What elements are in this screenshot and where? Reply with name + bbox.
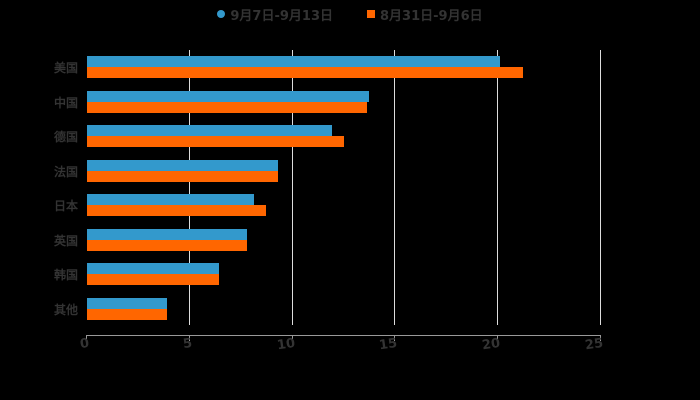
y-category-label: 韩国 [53, 268, 78, 282]
x-tick-label: 10 [275, 336, 296, 354]
chart-legend: 9月7日-9月13日 8月31日-9月6日 [0, 4, 700, 24]
x-axis-line [86, 335, 601, 336]
bar-previous-week[interactable] [87, 67, 523, 78]
x-tick-label: 25 [584, 336, 605, 354]
y-category-label: 其他 [53, 302, 78, 317]
gridline [291, 50, 293, 325]
gridline [188, 50, 190, 325]
bar-current-week[interactable] [87, 90, 369, 102]
x-tick-label: 0 [79, 336, 91, 353]
bar-current-week[interactable] [87, 56, 501, 67]
x-axis-tick [291, 335, 293, 341]
legend-circle-icon [217, 10, 226, 18]
bar-current-week[interactable] [87, 125, 332, 136]
legend-item-week-aug31-sep6[interactable]: 8月31日-9月6日 [367, 5, 483, 24]
x-tick-label: 5 [181, 336, 193, 353]
bar-previous-week[interactable] [87, 136, 344, 147]
bar-current-week[interactable] [87, 228, 248, 240]
x-axis-tick [600, 335, 601, 341]
bar-previous-week[interactable] [87, 101, 367, 113]
y-category-label: 德国 [53, 130, 78, 144]
y-category-label: 日本 [53, 199, 78, 213]
bar-current-week[interactable] [87, 297, 168, 309]
bar-previous-week[interactable] [87, 205, 266, 216]
legend-square-icon [367, 10, 375, 18]
gridline [600, 50, 601, 325]
bar-current-week[interactable] [87, 194, 254, 205]
bar-previous-week[interactable] [87, 239, 248, 251]
gridline [497, 50, 499, 325]
gridline [394, 50, 396, 325]
y-category-label: 法国 [53, 164, 78, 179]
bar-current-week[interactable] [87, 263, 219, 274]
bar-current-week[interactable] [87, 159, 279, 171]
legend-item-week-sep7-13[interactable]: 9月7日-9月13日 [217, 5, 333, 24]
x-tick-label: 20 [481, 336, 502, 354]
bar-previous-week[interactable] [87, 308, 168, 320]
y-category-label: 美国 [53, 61, 78, 75]
x-axis-tick [86, 335, 87, 341]
legend-label: 9月7日-9月13日 [230, 8, 333, 24]
bar-previous-week[interactable] [87, 274, 219, 285]
x-tick-label: 15 [378, 336, 399, 354]
x-axis-tick [188, 335, 190, 341]
bar-previous-week[interactable] [87, 170, 279, 182]
x-axis-tick [394, 335, 396, 341]
y-category-label: 英国 [53, 233, 78, 248]
y-category-label: 中国 [53, 95, 78, 110]
x-axis-tick [497, 335, 499, 341]
legend-label: 8月31日-9月6日 [380, 8, 483, 24]
